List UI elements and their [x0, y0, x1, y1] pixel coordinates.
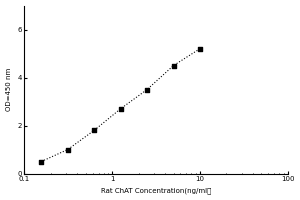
- Y-axis label: OD=450 nm: OD=450 nm: [6, 68, 12, 111]
- Point: [118, 107, 123, 110]
- Point: [197, 47, 202, 50]
- Point: [39, 160, 44, 163]
- Point: [92, 129, 97, 132]
- Point: [145, 88, 149, 91]
- X-axis label: Rat ChAT Concentration(ng/ml）: Rat ChAT Concentration(ng/ml）: [101, 188, 211, 194]
- Point: [171, 64, 176, 67]
- Point: [65, 148, 70, 151]
